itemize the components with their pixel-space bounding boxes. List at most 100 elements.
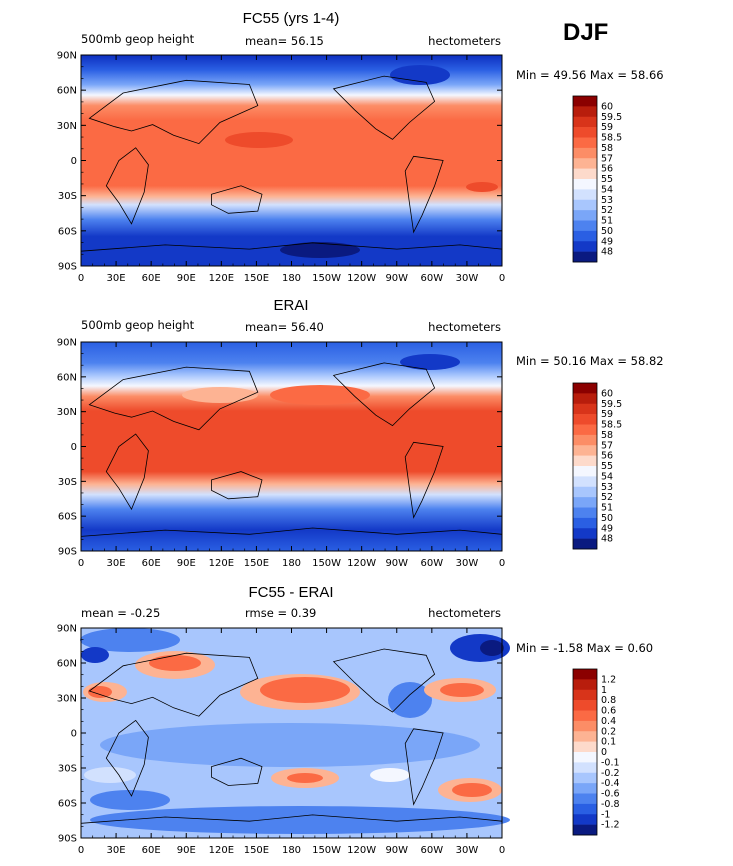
colorbar-swatch bbox=[573, 383, 597, 394]
panel-axes: 0 30E 60E 90E 120E 150E 180 150W 120W 90W 60W 30W 09… bbox=[57, 338, 505, 570]
colorbar-swatch bbox=[573, 189, 597, 201]
x-tick-label: 30W bbox=[456, 845, 479, 856]
x-tick-label: 30E bbox=[107, 558, 126, 569]
colorbar-label: 60 bbox=[601, 101, 613, 112]
panel-units: hectometers bbox=[428, 606, 501, 620]
x-tick-label: 30E bbox=[107, 845, 126, 856]
panel-left-string: 500mb geop height bbox=[81, 32, 195, 46]
colorbar-label: 50 bbox=[601, 226, 613, 237]
map-area bbox=[81, 55, 502, 266]
colorbar-label: 55 bbox=[601, 174, 613, 185]
y-tick-label: 30S bbox=[58, 764, 77, 775]
map-area bbox=[81, 342, 502, 551]
coastline-path bbox=[105, 719, 149, 797]
x-tick-label: 150E bbox=[244, 845, 269, 856]
colorbar-label: 51 bbox=[601, 503, 613, 514]
colorbar-swatch bbox=[573, 741, 597, 753]
colorbar-frame bbox=[572, 95, 598, 263]
x-tick-label: 150W bbox=[312, 845, 341, 856]
y-tick-label: 60N bbox=[57, 86, 77, 97]
colorbar-label: 58.5 bbox=[601, 420, 622, 431]
colorbar-swatch bbox=[573, 116, 597, 128]
season-label: DJF bbox=[563, 19, 608, 46]
coastline-path bbox=[211, 185, 263, 214]
colorbar-swatch bbox=[573, 731, 597, 742]
colorbar-swatch bbox=[573, 158, 597, 169]
colorbar-label: 0.1 bbox=[601, 737, 616, 748]
coastline-path bbox=[88, 79, 259, 145]
colorbar-swatch bbox=[573, 793, 597, 805]
panel-min-max: Min = -1.58 Max = 0.60 bbox=[516, 641, 653, 655]
colorbar-label: 58.5 bbox=[601, 133, 622, 144]
x-tick-label: 60E bbox=[142, 845, 161, 856]
coastline-path bbox=[332, 648, 436, 713]
colorbar-swatch bbox=[573, 803, 597, 815]
panel-units: hectometers bbox=[428, 34, 501, 48]
x-tick-label: 90E bbox=[177, 273, 196, 284]
colorbar-label: 52 bbox=[601, 492, 613, 503]
x-tick-label: 180 bbox=[282, 845, 301, 856]
colorbar-swatch bbox=[573, 434, 597, 446]
x-tick-label: 150E bbox=[244, 273, 269, 284]
colorbar-swatch bbox=[573, 476, 597, 488]
colorbar-swatch bbox=[573, 210, 597, 221]
colorbar-label: 56 bbox=[601, 451, 613, 462]
x-tick-label: 0 bbox=[499, 558, 505, 569]
x-tick-label: 60W bbox=[421, 845, 444, 856]
colorbar-swatch bbox=[573, 689, 597, 701]
y-tick-label: 30N bbox=[57, 121, 77, 132]
colorbar-label: 52 bbox=[601, 205, 613, 216]
colorbar-label: -0.8 bbox=[601, 799, 620, 810]
y-tick-label: 90N bbox=[57, 624, 77, 635]
colorbar-label: -0.1 bbox=[601, 757, 620, 768]
x-tick-label: 120W bbox=[347, 558, 376, 569]
colorbar-label: 0.2 bbox=[601, 726, 616, 737]
colorbar-label: 1.2 bbox=[601, 674, 616, 685]
x-tick-label: 180 bbox=[282, 273, 301, 284]
colorbar-label: 59 bbox=[601, 409, 613, 420]
colorbar: 1.210.80.60.40.20.10-0.1-0.2-0.4-0.6-0.8… bbox=[572, 668, 620, 836]
colorbar-swatch bbox=[573, 669, 597, 680]
x-tick-label: 30W bbox=[456, 273, 479, 284]
x-tick-label: 0 bbox=[499, 273, 505, 284]
colorbar-swatch bbox=[573, 762, 597, 774]
colorbar-swatch bbox=[573, 220, 597, 232]
colorbar-label: -1.2 bbox=[601, 820, 620, 831]
coastline-path bbox=[211, 757, 263, 786]
colorbar-swatch bbox=[573, 414, 597, 425]
x-tick-label: 0 bbox=[78, 558, 84, 569]
x-tick-label: 60W bbox=[421, 273, 444, 284]
panel-title: ERAI bbox=[273, 297, 308, 314]
colorbar-label: 53 bbox=[601, 195, 613, 206]
x-tick-label: 0 bbox=[78, 273, 84, 284]
colorbar-swatch bbox=[573, 814, 597, 825]
coastline-path bbox=[105, 433, 149, 511]
colorbar-label: 59 bbox=[601, 122, 613, 133]
y-tick-label: 60S bbox=[58, 226, 77, 237]
colorbar-label: 55 bbox=[601, 461, 613, 472]
x-tick-label: 90W bbox=[385, 845, 408, 856]
panel-min-max: Min = 50.16 Max = 58.82 bbox=[516, 354, 664, 368]
coastline-path bbox=[211, 471, 263, 500]
colorbar-swatch bbox=[573, 403, 597, 415]
panel-mean: mean= 56.40 bbox=[245, 320, 324, 334]
x-tick-label: 120W bbox=[347, 273, 376, 284]
colorbar-swatch bbox=[573, 700, 597, 711]
x-tick-label: 90W bbox=[385, 558, 408, 569]
panel-left-string: mean = -0.25 bbox=[81, 606, 160, 620]
y-tick-label: 30N bbox=[57, 407, 77, 418]
colorbar-swatch bbox=[573, 497, 597, 508]
colorbar-swatch bbox=[573, 393, 597, 405]
x-tick-label: 120W bbox=[347, 845, 376, 856]
colorbar-swatch bbox=[573, 445, 597, 456]
panel-diff: FC55 - ERAI mean = -0.25 rmse = 0.39 hec… bbox=[80, 584, 653, 838]
colorbar-swatch bbox=[573, 824, 597, 836]
y-tick-label: 0 bbox=[71, 729, 77, 740]
panel-erai: ERAI 500mb geop height mean= 56.40 hecto… bbox=[81, 297, 664, 551]
coastline-path bbox=[88, 366, 259, 431]
colorbar-swatch bbox=[573, 538, 597, 550]
colorbar-swatch bbox=[573, 199, 597, 211]
panel-units: hectometers bbox=[428, 320, 501, 334]
panel-mean: mean= 56.15 bbox=[245, 34, 324, 48]
